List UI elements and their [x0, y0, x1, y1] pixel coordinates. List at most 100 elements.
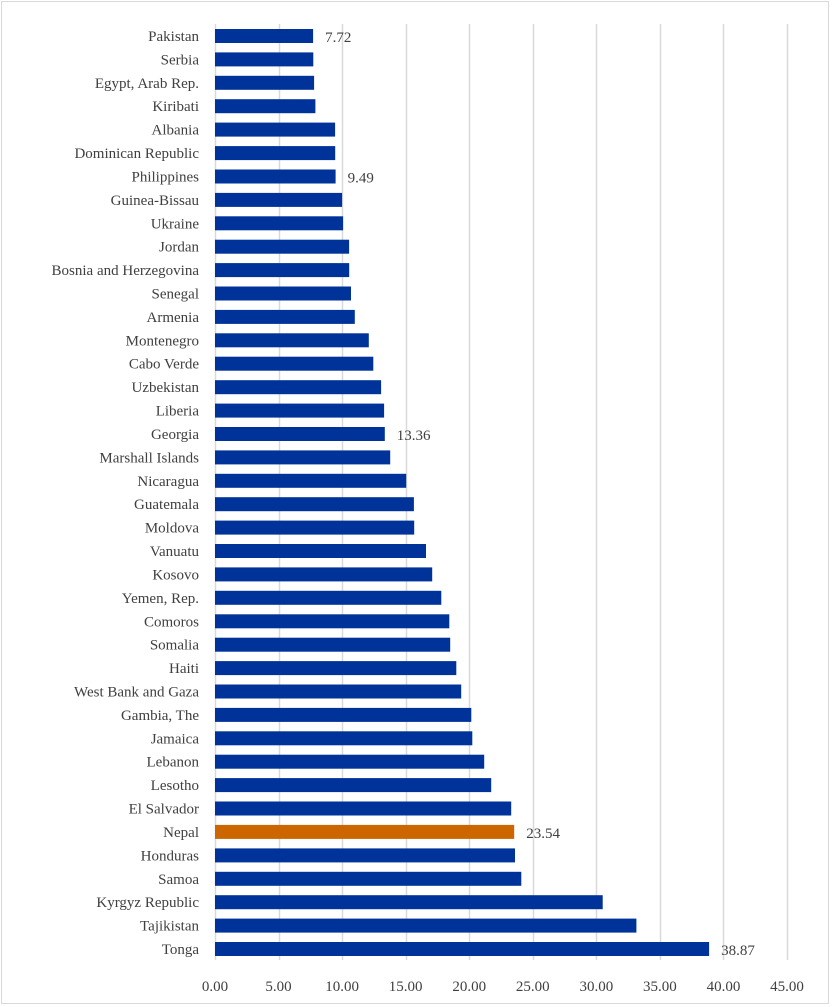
bar: [215, 754, 485, 769]
data-label: 7.72: [325, 30, 351, 46]
bar: [215, 590, 442, 605]
gridlines: [214, 24, 789, 960]
bar: [215, 707, 472, 722]
bar: [215, 801, 512, 816]
category-label: Haiti: [169, 661, 199, 677]
data-label: 38.87: [721, 943, 755, 959]
x-tick-label: 10.00: [325, 979, 359, 995]
category-label: Albania: [152, 123, 200, 139]
category-label: Nicaragua: [137, 474, 199, 490]
x-tick-label: 30.00: [579, 979, 613, 995]
bar: [215, 52, 314, 67]
category-label: Pakistan: [148, 29, 199, 45]
category-label: Serbia: [161, 52, 200, 68]
category-label: Liberia: [156, 404, 200, 420]
category-label: Yemen, Rep.: [122, 591, 199, 607]
bar: [215, 614, 450, 629]
category-label: Jordan: [159, 240, 199, 256]
bar: [215, 239, 350, 254]
bar: [215, 544, 426, 558]
category-label: Cabo Verde: [129, 357, 199, 373]
bar: [215, 192, 343, 207]
x-tick-label: 35.00: [643, 979, 677, 995]
category-label: Comoros: [144, 614, 199, 630]
bar: [215, 895, 603, 910]
bar: [215, 918, 637, 933]
bar: [215, 333, 369, 348]
bar: [215, 497, 414, 512]
category-label: Kiribati: [152, 99, 199, 115]
category-label: Ukraine: [151, 216, 200, 232]
bar: [215, 122, 336, 137]
bar: [215, 263, 350, 278]
category-label: Guinea-Bissau: [111, 193, 200, 209]
bar: [215, 356, 374, 371]
bar: [215, 942, 710, 956]
bar: [215, 731, 473, 746]
bar: [215, 567, 433, 582]
category-label: Nepal: [163, 825, 199, 841]
bar: [215, 169, 336, 184]
bar: [215, 309, 355, 324]
bar: [215, 403, 385, 418]
bar: [215, 427, 385, 441]
bar: [215, 450, 391, 465]
bar: [215, 99, 316, 114]
data-label: 13.36: [397, 428, 431, 444]
category-label: Somalia: [150, 638, 200, 654]
x-axis-tick-labels: 0.00 5.00 10.00 15.00 20.00 25.00 30.00 35.00 40…: [202, 979, 804, 995]
category-label: Gambia, The: [121, 708, 199, 724]
category-label: Moldova: [145, 521, 200, 537]
category-label: Montenegro: [126, 333, 199, 349]
category-label: Uzbekistan: [132, 380, 200, 396]
category-label: Lebanon: [147, 755, 200, 771]
data-label: 9.49: [348, 171, 374, 187]
category-label: Samoa: [158, 872, 199, 888]
category-label: Tajikistan: [140, 919, 199, 935]
category-label: Philippines: [131, 170, 199, 186]
category-label: Armenia: [147, 310, 200, 326]
category-label: West Bank and Gaza: [74, 685, 199, 701]
x-tick-label: 5.00: [265, 979, 291, 995]
bar: [215, 216, 344, 231]
category-label: Marshall Islands: [99, 450, 199, 466]
category-label: Tonga: [162, 942, 200, 958]
bar: [215, 286, 351, 301]
x-tick-label: 20.00: [452, 979, 486, 995]
category-label: Vanuatu: [150, 544, 200, 560]
category-label: Kyrgyz Republic: [96, 895, 199, 911]
category-label: Guatemala: [134, 497, 199, 513]
x-tick-label: 15.00: [389, 979, 423, 995]
category-label: Lesotho: [151, 778, 199, 794]
bar: [215, 29, 314, 43]
category-label: Georgia: [151, 427, 199, 443]
x-tick-label: 45.00: [770, 979, 804, 995]
bar-highlighted: [215, 824, 515, 839]
category-label: Senegal: [152, 287, 199, 303]
bar: [215, 637, 451, 652]
data-labels: 7.72 9.49 13.36 23.54 38.87: [325, 30, 755, 959]
bar: [215, 778, 492, 793]
category-label: Egypt, Arab Rep.: [95, 76, 199, 92]
bar: [215, 661, 457, 676]
category-label: Dominican Republic: [74, 146, 199, 162]
bar: [215, 473, 407, 488]
bar: [215, 848, 515, 863]
bar: [215, 380, 382, 395]
bars: [215, 29, 710, 956]
category-label: El Salvador: [129, 802, 199, 818]
data-label: 23.54: [526, 826, 560, 842]
x-tick-label: 25.00: [516, 979, 550, 995]
category-labels: Pakistan Serbia Egypt, Arab Rep. Kiribati Al…: [52, 29, 200, 958]
bar: [215, 684, 462, 699]
category-label: Jamaica: [151, 731, 200, 747]
bar: [215, 520, 415, 535]
category-label: Honduras: [141, 848, 199, 864]
category-label: Kosovo: [152, 567, 199, 583]
bar: [215, 146, 336, 161]
x-tick-label: 0.00: [202, 979, 228, 995]
x-tick-label: 40.00: [707, 979, 741, 995]
category-label: Bosnia and Herzegovina: [52, 263, 200, 279]
bar: [215, 75, 315, 90]
